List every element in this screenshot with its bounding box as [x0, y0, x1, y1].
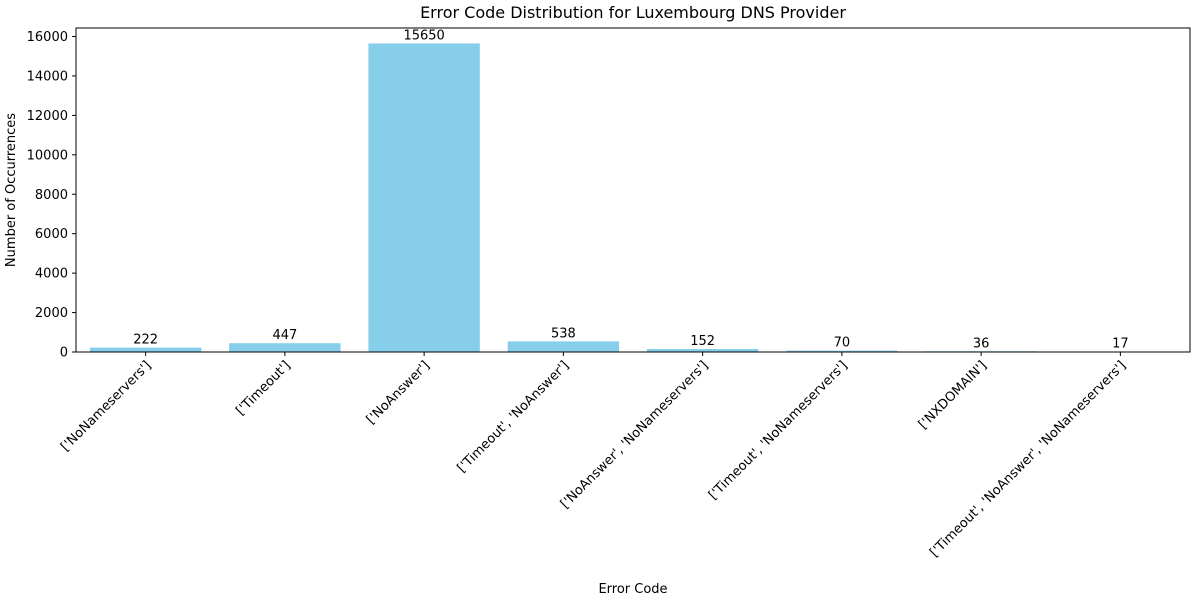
plot-frame	[75, 27, 1191, 353]
data-label-0: 222	[133, 333, 158, 348]
data-label-3: 538	[551, 326, 576, 341]
plot-area: 222 447 15650 538 152 70 36 17 0 2000 4000 6000 8000…	[27, 27, 1191, 560]
data-label-4: 152	[690, 334, 715, 349]
data-label-6: 36	[973, 336, 990, 351]
y-tick-label-4: 8000	[35, 188, 68, 203]
bar-5	[786, 350, 898, 352]
y-tick-label-0: 0	[60, 346, 68, 361]
x-tick-label-4: ['NoAnswer', 'NoNameservers']	[558, 358, 712, 512]
data-label-2: 15650	[403, 28, 444, 43]
y-tick-label-8: 16000	[27, 30, 68, 45]
data-label-1: 447	[272, 328, 297, 343]
x-tick-label-2: ['NoAnswer']	[364, 358, 433, 427]
chart-title: Error Code Distribution for Luxembourg D…	[420, 3, 846, 22]
data-label-5: 70	[834, 336, 851, 351]
x-tick-label-1: ['Timeout']	[233, 358, 293, 418]
y-tick-label-5: 10000	[27, 148, 68, 163]
data-label-7: 17	[1112, 337, 1129, 352]
bar-2	[368, 43, 480, 353]
y-tick-label-6: 12000	[27, 109, 68, 124]
bar-1	[229, 343, 341, 352]
y-tick-label-2: 4000	[35, 267, 68, 282]
y-axis-label: Number of Occurrences	[4, 113, 19, 267]
bar-0	[89, 347, 202, 352]
x-tick-label-6: ['NXDOMAIN']	[916, 358, 990, 432]
bar-3	[507, 341, 620, 352]
x-axis-label: Error Code	[598, 582, 667, 597]
y-tick-label-1: 2000	[35, 306, 68, 321]
x-tick-label-5: ['Timeout', 'NoNameservers']	[706, 358, 851, 503]
x-tick-label-0: ['NoNameservers']	[58, 358, 154, 454]
y-tick-label-7: 14000	[27, 69, 68, 84]
x-tick-label-3: ['Timeout', 'NoAnswer']	[455, 358, 573, 476]
y-tick-label-3: 6000	[35, 227, 68, 242]
bar-4	[646, 349, 759, 352]
